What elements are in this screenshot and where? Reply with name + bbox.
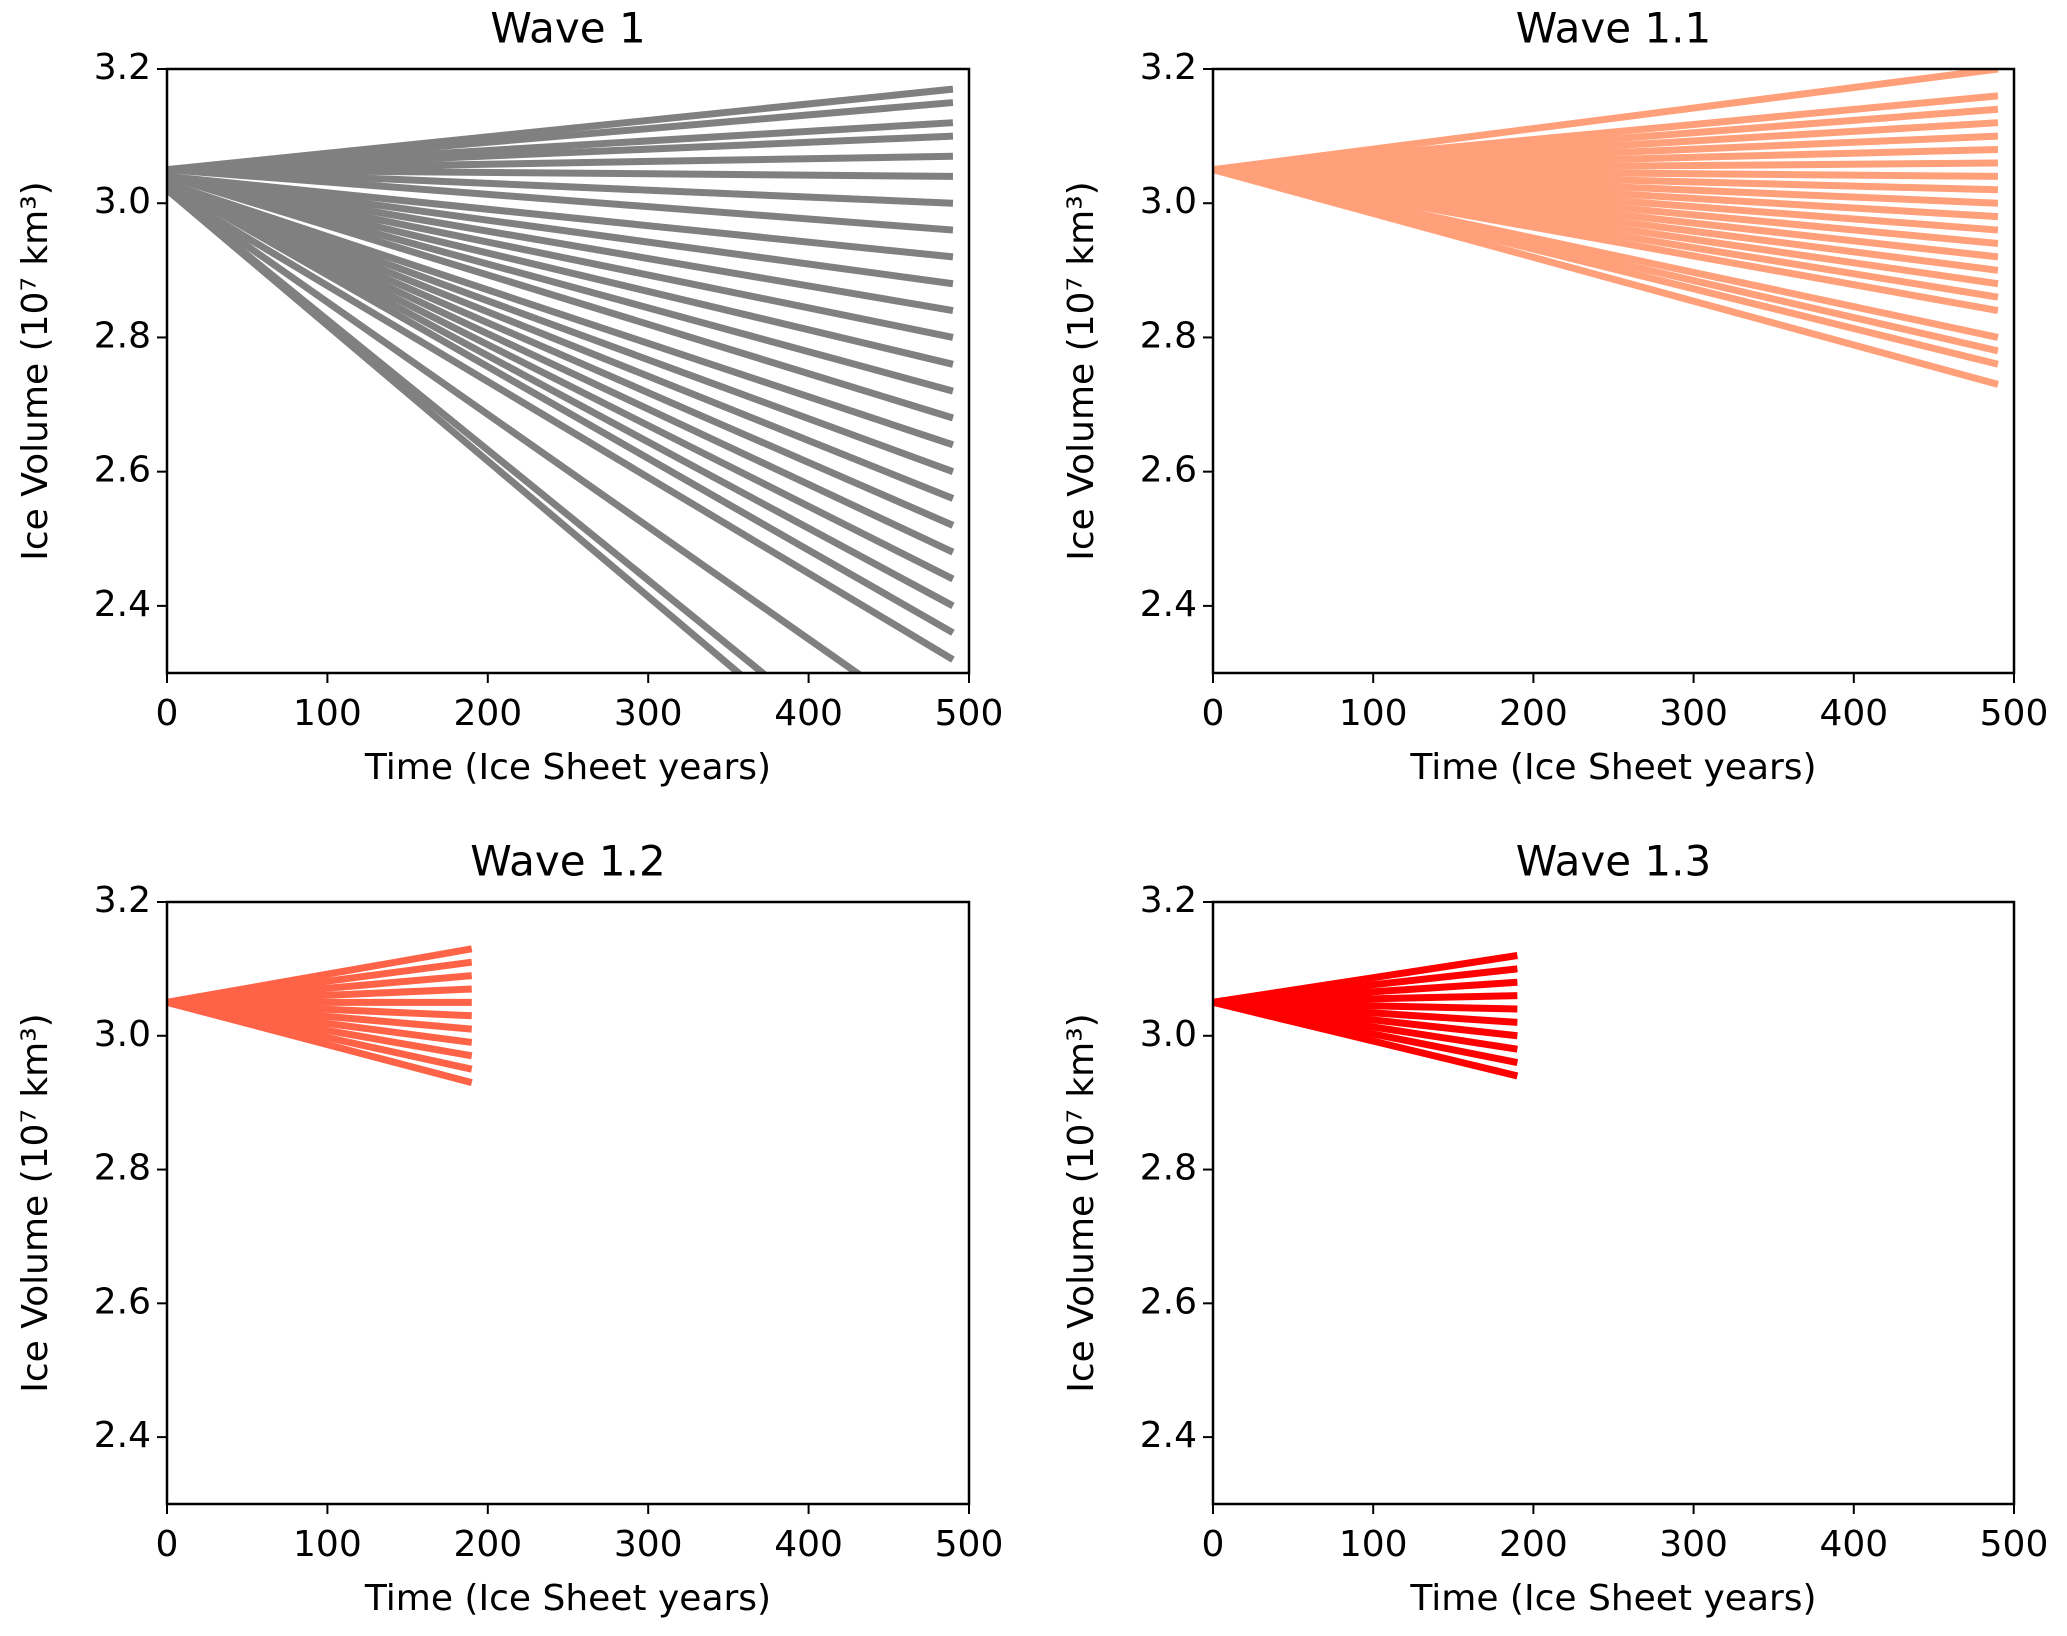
x-tick-label: 100: [1339, 693, 1408, 734]
ensemble-line: [167, 187, 745, 673]
y-tick-label: 3.0: [94, 181, 151, 222]
ensemble-line: [167, 179, 955, 529]
x-tick-label: 0: [156, 1524, 179, 1565]
y-tick-label: 2.8: [1140, 315, 1197, 356]
chart-title: Wave 1.2: [470, 837, 665, 886]
ensemble-line: [167, 166, 954, 234]
axes-frame: [165, 67, 971, 675]
x-tick-label: 300: [614, 693, 683, 734]
ensemble-line: [167, 173, 954, 395]
ensemble-line: [167, 186, 864, 673]
ensemble-line: [167, 179, 955, 449]
x-tick-label: 0: [156, 693, 179, 734]
ensemble-line: [167, 166, 954, 207]
chart-title: Wave 1.1: [1516, 4, 1711, 53]
plot-area: [167, 945, 473, 1086]
ensemble-line: [167, 172, 954, 315]
y-tick-label: 2.6: [94, 1281, 151, 1322]
x-axis-label: Time (Ice Sheet years): [364, 747, 771, 788]
ensemble-line: [167, 186, 955, 663]
y-tick-label: 3.0: [1140, 1014, 1197, 1055]
x-axis-label: Time (Ice Sheet years): [1409, 1578, 1816, 1619]
x-tick-label: 500: [1980, 693, 2049, 734]
ensemble-line: [167, 180, 955, 609]
x-tick-label: 300: [614, 1524, 683, 1565]
x-tick-label: 200: [1499, 1524, 1568, 1565]
ensemble-line: [167, 172, 954, 288]
ensemble-line: [167, 172, 954, 368]
axes-frame: [1211, 900, 2016, 1506]
ensemble-line: [167, 172, 954, 261]
y-axis-label: Ice Volume (10⁷ km³): [15, 1013, 56, 1392]
ensemble-line: [1213, 69, 1999, 174]
ensemble-line: [167, 166, 953, 180]
y-tick-label: 2.4: [1140, 1415, 1197, 1456]
y-axis-label: Ice Volume (10⁷ km³): [1061, 181, 1102, 560]
x-tick-label: 400: [1819, 693, 1888, 734]
x-tick-label: 300: [1659, 693, 1728, 734]
x-tick-label: 200: [453, 693, 522, 734]
y-tick-label: 2.4: [94, 584, 151, 625]
axes-frame: [165, 900, 971, 1506]
plot-area: [1213, 952, 1519, 1080]
y-tick-label: 3.2: [1140, 47, 1197, 88]
y-tick-label: 3.0: [1140, 181, 1197, 222]
ensemble-line: [167, 173, 954, 422]
x-tick-label: 200: [1499, 693, 1568, 734]
x-axis-label: Time (Ice Sheet years): [1409, 747, 1816, 788]
ensemble-line: [1213, 166, 1999, 315]
y-axis-label: Ice Volume (10⁷ km³): [15, 181, 56, 560]
x-tick-label: 400: [774, 693, 843, 734]
x-tick-label: 100: [293, 1524, 362, 1565]
x-tick-label: 400: [774, 1524, 843, 1565]
y-tick-label: 2.4: [1140, 584, 1197, 625]
y-tick-label: 2.6: [1140, 1281, 1197, 1322]
y-tick-label: 2.4: [94, 1415, 151, 1456]
x-tick-label: 500: [935, 1524, 1004, 1565]
x-tick-label: 500: [935, 693, 1004, 734]
x-tick-label: 0: [1202, 1524, 1225, 1565]
y-tick-label: 2.6: [94, 450, 151, 491]
ensemble-line: [167, 179, 955, 556]
x-tick-label: 300: [1659, 1524, 1728, 1565]
y-tick-label: 3.2: [94, 880, 151, 921]
x-tick-label: 400: [1819, 1524, 1888, 1565]
y-tick-label: 2.8: [94, 1148, 151, 1189]
axes-frame: [1211, 67, 2016, 675]
ensemble-line: [1213, 166, 1999, 388]
y-tick-label: 3.2: [1140, 880, 1197, 921]
ensemble-line: [1213, 998, 1519, 1080]
x-axis-label: Time (Ice Sheet years): [364, 1578, 771, 1619]
x-tick-label: 100: [1339, 1524, 1408, 1565]
ensemble-line: [167, 172, 954, 341]
chart-title: Wave 1.3: [1516, 837, 1711, 886]
plot-area: [167, 85, 955, 673]
ensemble-line: [167, 179, 955, 502]
ensemble-line: [167, 179, 955, 475]
y-tick-label: 2.8: [94, 315, 151, 356]
y-tick-label: 2.8: [1140, 1148, 1197, 1189]
y-tick-label: 2.6: [1140, 450, 1197, 491]
x-tick-label: 500: [1980, 1524, 2049, 1565]
ensemble-line: [167, 998, 473, 1086]
x-tick-label: 100: [293, 693, 362, 734]
ensemble-line: [167, 179, 955, 583]
ensemble-line: [167, 180, 955, 636]
plot-area: [1213, 69, 1999, 388]
chart-title: Wave 1: [490, 4, 645, 53]
y-tick-label: 3.2: [94, 47, 151, 88]
x-tick-label: 0: [1202, 693, 1225, 734]
y-axis-label: Ice Volume (10⁷ km³): [1061, 1013, 1102, 1392]
y-tick-label: 3.0: [94, 1014, 151, 1055]
x-tick-label: 200: [453, 1524, 522, 1565]
